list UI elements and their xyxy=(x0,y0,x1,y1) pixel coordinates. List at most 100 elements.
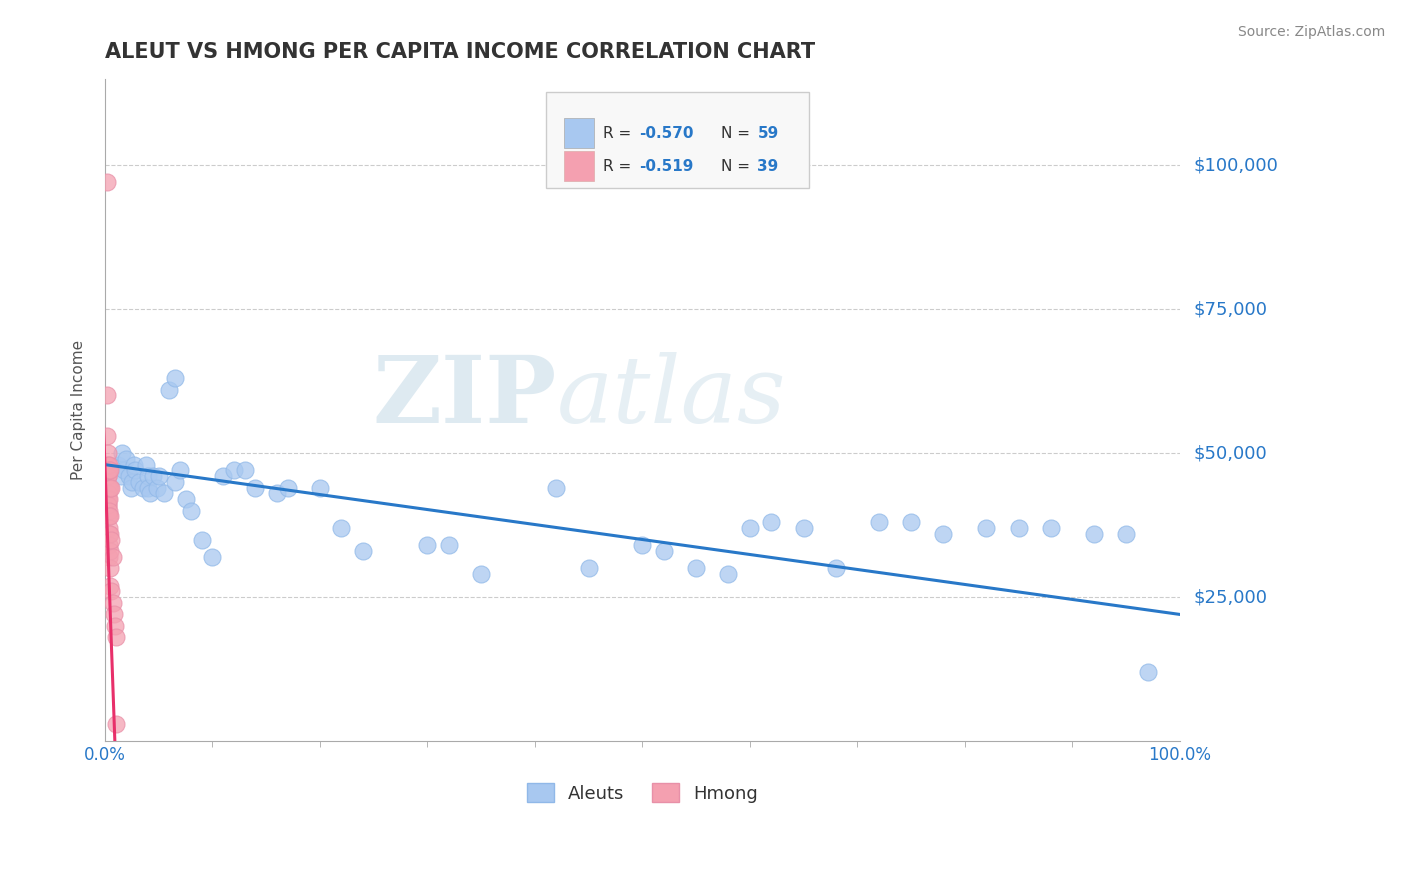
Point xyxy=(578,561,600,575)
Point xyxy=(738,521,761,535)
Point xyxy=(190,533,212,547)
Point xyxy=(174,492,197,507)
Point xyxy=(96,388,118,402)
Point xyxy=(120,481,142,495)
Point xyxy=(122,458,145,472)
Point xyxy=(266,486,288,500)
Point xyxy=(142,469,165,483)
Legend: Aleuts, Hmong: Aleuts, Hmong xyxy=(517,774,768,812)
Point xyxy=(100,533,122,547)
Point xyxy=(97,446,120,460)
Point xyxy=(131,481,153,495)
Point xyxy=(1039,521,1062,535)
Point xyxy=(470,567,492,582)
Point xyxy=(97,509,120,524)
Point xyxy=(124,463,146,477)
Point xyxy=(107,458,129,472)
Point xyxy=(631,538,654,552)
Point xyxy=(685,561,707,575)
Point xyxy=(104,717,127,731)
Point xyxy=(900,515,922,529)
Point xyxy=(1083,526,1105,541)
Point xyxy=(717,567,740,582)
Point xyxy=(761,515,783,529)
Point xyxy=(97,469,120,483)
Point xyxy=(222,463,245,477)
Point xyxy=(98,504,121,518)
Bar xyxy=(564,152,593,181)
Point xyxy=(233,463,256,477)
Point xyxy=(100,584,122,599)
Point xyxy=(112,463,135,477)
Point xyxy=(111,446,134,460)
Point xyxy=(163,371,186,385)
Point xyxy=(128,475,150,489)
Point xyxy=(546,481,568,495)
Point xyxy=(101,549,124,564)
Point xyxy=(352,544,374,558)
Text: 59: 59 xyxy=(758,126,779,141)
Bar xyxy=(564,119,593,148)
Point xyxy=(98,544,121,558)
Point xyxy=(98,521,121,535)
Point xyxy=(309,481,332,495)
Point xyxy=(97,492,120,507)
Point xyxy=(136,469,159,483)
Point xyxy=(98,509,121,524)
Point xyxy=(245,481,267,495)
Point xyxy=(98,458,121,472)
Point xyxy=(96,175,118,189)
Point xyxy=(98,492,121,507)
Point xyxy=(153,486,176,500)
Point xyxy=(169,463,191,477)
Text: ALEUT VS HMONG PER CAPITA INCOME CORRELATION CHART: ALEUT VS HMONG PER CAPITA INCOME CORRELA… xyxy=(105,42,815,62)
Point xyxy=(115,451,138,466)
Text: R =: R = xyxy=(603,159,636,174)
Y-axis label: Per Capita Income: Per Capita Income xyxy=(72,340,86,480)
Point xyxy=(1007,521,1029,535)
Point xyxy=(97,498,120,512)
Point xyxy=(98,549,121,564)
Point xyxy=(652,544,675,558)
Text: $75,000: $75,000 xyxy=(1194,300,1268,318)
Text: $50,000: $50,000 xyxy=(1194,444,1267,462)
Point xyxy=(201,549,224,564)
Point xyxy=(145,481,167,495)
Point xyxy=(97,498,120,512)
Point xyxy=(180,504,202,518)
Point xyxy=(277,481,299,495)
Text: 39: 39 xyxy=(758,159,779,174)
Text: atlas: atlas xyxy=(557,351,786,442)
Point xyxy=(98,579,121,593)
Point xyxy=(139,486,162,500)
Point xyxy=(868,515,890,529)
Point xyxy=(97,469,120,483)
Point xyxy=(121,475,143,489)
Text: R =: R = xyxy=(603,126,636,141)
Point xyxy=(824,561,846,575)
Point xyxy=(98,463,121,477)
Point xyxy=(163,475,186,489)
Point xyxy=(98,561,121,575)
Point xyxy=(98,538,121,552)
Point xyxy=(416,538,439,552)
Point xyxy=(98,481,121,495)
Point xyxy=(330,521,353,535)
Text: $25,000: $25,000 xyxy=(1194,588,1268,607)
Text: N =: N = xyxy=(721,126,755,141)
Point xyxy=(159,383,181,397)
Point xyxy=(100,481,122,495)
Point xyxy=(148,469,170,483)
Point xyxy=(97,458,120,472)
Point xyxy=(101,596,124,610)
Text: Source: ZipAtlas.com: Source: ZipAtlas.com xyxy=(1237,25,1385,39)
Point xyxy=(212,469,235,483)
Point xyxy=(98,526,121,541)
Point xyxy=(103,607,125,622)
Text: $100,000: $100,000 xyxy=(1194,156,1278,174)
Point xyxy=(97,481,120,495)
Point xyxy=(98,526,121,541)
Point xyxy=(1115,526,1137,541)
Point xyxy=(136,481,159,495)
Point xyxy=(974,521,997,535)
